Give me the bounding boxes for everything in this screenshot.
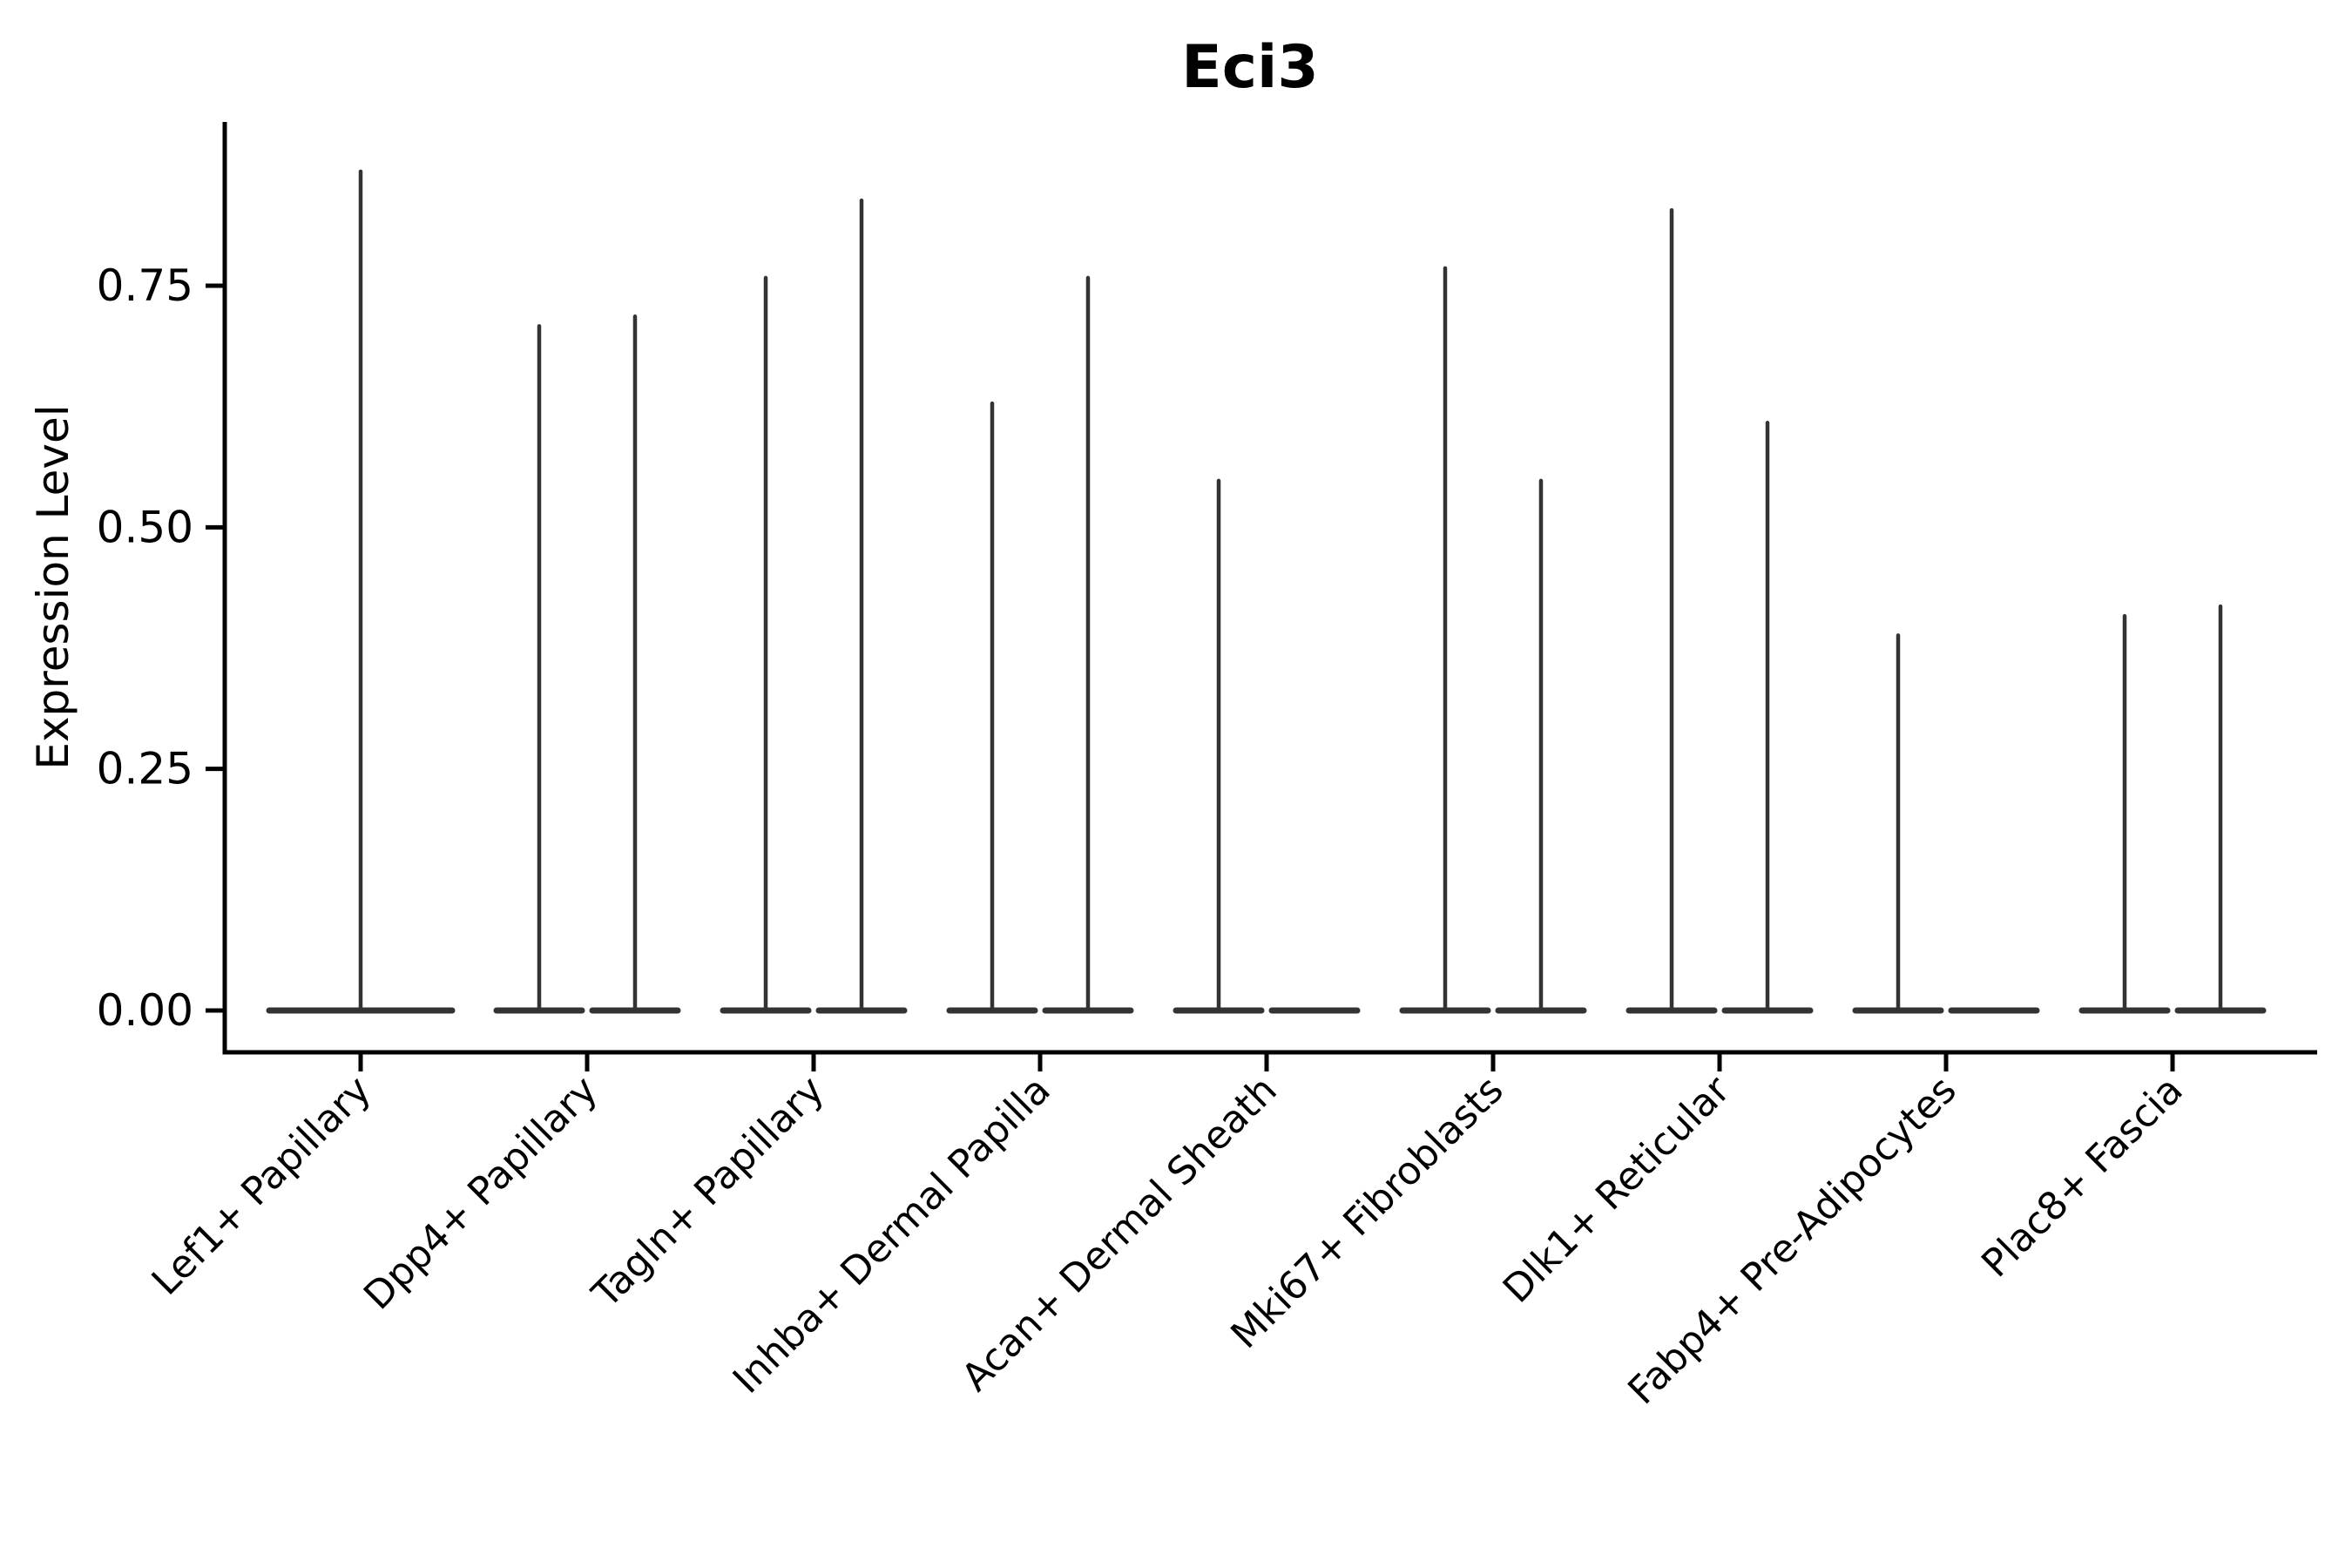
x-tick-label: Plac8+ Fascia: [1973, 1068, 2192, 1287]
y-axis-title: Expression Level: [28, 404, 78, 769]
x-tick-label: Lef1+ Papillary: [144, 1068, 380, 1304]
x-tick-label: Tagln+ Papillary: [584, 1068, 833, 1317]
chart-title: Eci3: [1181, 33, 1318, 102]
x-tick-label: Dpp4+ Papillary: [355, 1068, 606, 1319]
violin-layer: [266, 169, 2267, 1014]
y-tick-label: 0.00: [97, 985, 193, 1036]
y-tick-label: 0.50: [97, 502, 193, 552]
x-tick-label: Dlk1+ Reticular: [1495, 1067, 1740, 1312]
axes-layer: [206, 122, 2317, 1071]
y-tick-label: 0.75: [97, 260, 193, 311]
y-tick-label: 0.25: [97, 744, 193, 794]
